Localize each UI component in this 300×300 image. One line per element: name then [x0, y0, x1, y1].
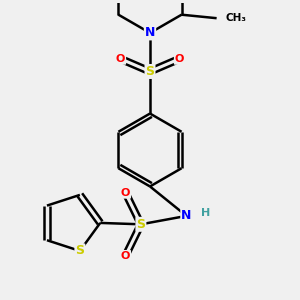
Text: N: N — [181, 209, 192, 222]
Text: H: H — [202, 208, 211, 218]
Text: S: S — [75, 244, 84, 257]
Text: O: O — [121, 188, 130, 198]
Text: S: S — [136, 218, 146, 231]
Text: CH₃: CH₃ — [226, 13, 247, 23]
Text: N: N — [145, 26, 155, 39]
Text: O: O — [121, 251, 130, 261]
Text: O: O — [175, 54, 184, 64]
Text: S: S — [146, 65, 154, 78]
Text: O: O — [116, 54, 125, 64]
